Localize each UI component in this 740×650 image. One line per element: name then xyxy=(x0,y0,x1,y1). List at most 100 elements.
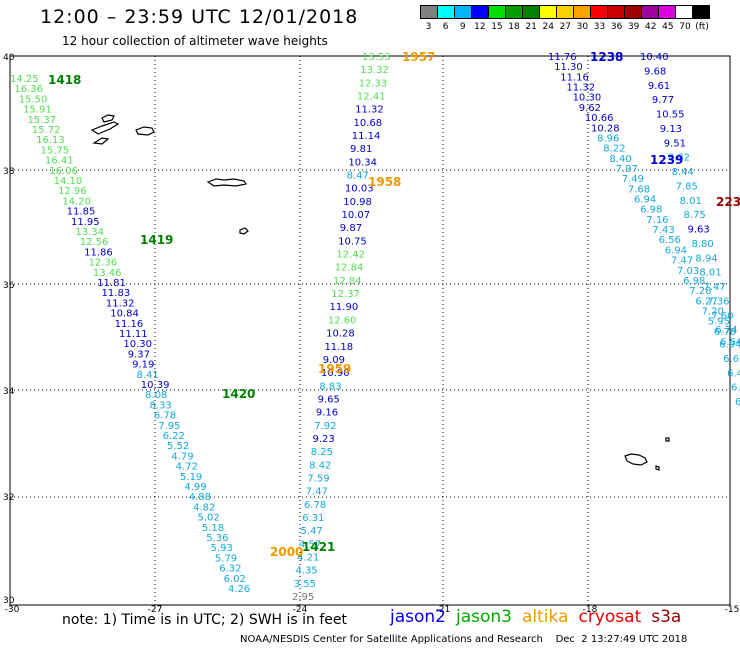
wave-height-value: 10.90 xyxy=(321,368,350,379)
wave-height-value: 2.95 xyxy=(292,592,314,603)
wave-height-value: 4.82 xyxy=(193,502,215,513)
wave-height-value: 6.74 xyxy=(715,325,737,336)
wave-height-value: 9.62 xyxy=(579,103,601,114)
map-title: 12:00 – 23:59 UTC 12/01/2018 xyxy=(40,6,359,28)
island-outline xyxy=(92,137,110,145)
wave-height-value: 16.06 xyxy=(49,166,78,177)
wave-height-value: 14.20 xyxy=(62,196,91,207)
footer-note: note: 1) Time is in UTC; 2) SWH is in fe… xyxy=(62,612,348,628)
wave-height-value: 8.83 xyxy=(319,381,341,392)
wave-height-value: 5.95 xyxy=(708,317,730,328)
wave-height-value: 13.34 xyxy=(75,227,104,238)
satellite-legend: jason2 jason3 altika cryosat s3a xyxy=(390,607,691,627)
wave-height-value: 8.01 xyxy=(680,196,702,207)
wave-height-value: 9.61 xyxy=(648,81,670,92)
wave-height-value: 13.53 xyxy=(362,52,391,63)
lat-tick-label: 32 xyxy=(3,493,14,503)
legend-label: 3 xyxy=(425,22,432,32)
wave-height-value: 7.49 xyxy=(622,174,644,185)
wave-height-value: 6.19 xyxy=(731,383,740,394)
wave-height-value: 4.72 xyxy=(176,462,198,473)
satellite-label: jason2 xyxy=(390,607,446,627)
wave-height-value: 9.81 xyxy=(350,144,372,155)
wave-height-value: 4.79 xyxy=(171,451,193,462)
wave-height-value: 9.19 xyxy=(132,360,154,371)
wave-height-value: 4.99 xyxy=(184,482,206,493)
wave-height-value: 15.50 xyxy=(19,94,48,105)
legend-label: 30 xyxy=(576,22,589,32)
wave-height-value: 8.47 xyxy=(347,171,369,182)
wave-height-value: 8.22 xyxy=(603,144,625,155)
pass-time-label: 1421 xyxy=(302,540,335,554)
legend-label: 18 xyxy=(508,22,520,32)
wave-height-value: 6.98 xyxy=(683,276,705,287)
lon-tick-label: -30 xyxy=(5,605,20,615)
island-outline xyxy=(239,227,249,235)
wave-height-value: 8.40 xyxy=(609,154,631,165)
wave-height-value: 12.60 xyxy=(328,315,357,326)
wave-height-value: 10.07 xyxy=(342,210,371,221)
wave-height-value: 6.66 xyxy=(723,354,740,365)
wave-height-value: 7.28 xyxy=(689,286,711,297)
wave-height-value: 6.64 xyxy=(720,337,740,348)
credit-line: NOAA/NESDIS Center for Satellite Applica… xyxy=(240,634,688,645)
wave-height-value: 7.43 xyxy=(652,225,674,236)
legend-label: 70 xyxy=(679,22,691,32)
wave-height-value: 8.94 xyxy=(695,253,717,264)
wave-height-value: 11.11 xyxy=(119,329,148,340)
wave-height-value: 6.94 xyxy=(665,245,687,256)
color-legend xyxy=(420,5,710,19)
legend-swatch xyxy=(692,5,710,19)
wave-height-value: 6.94 xyxy=(719,340,740,351)
legend-label: 39 xyxy=(627,22,640,32)
wave-height-value: 15.91 xyxy=(23,105,52,116)
wave-height-value: 10.75 xyxy=(338,236,367,247)
legend-label: 45 xyxy=(662,22,674,32)
wave-height-value: 11.16 xyxy=(560,72,589,83)
pass-time-label: 1420 xyxy=(222,387,255,401)
island-outline xyxy=(206,178,247,187)
wave-height-value: 6.78 xyxy=(714,327,736,338)
lon-tick-label: -15 xyxy=(725,605,740,615)
wave-height-value: 5.47 xyxy=(301,526,323,537)
legend-label: 12 xyxy=(474,22,486,32)
wave-height-value: 9.63 xyxy=(688,225,710,236)
wave-height-value: 14.25 xyxy=(10,74,39,85)
pass-time-label: 223 xyxy=(716,195,740,209)
wave-height-value: 4.26 xyxy=(228,584,250,595)
wave-height-value: 9.87 xyxy=(340,223,362,234)
wave-height-value: 11.14 xyxy=(352,131,381,142)
wave-height-value: 12.84 xyxy=(335,263,364,274)
wave-height-value: 7.47 xyxy=(306,487,328,498)
legend-label: 21 xyxy=(525,22,537,32)
wave-height-value: 7.92 xyxy=(314,421,336,432)
wave-height-value: 3.55 xyxy=(294,579,316,590)
satellite-label: s3a xyxy=(651,607,682,627)
legend-label: (ft) xyxy=(695,22,709,32)
wave-height-value: 8.80 xyxy=(691,239,713,250)
wave-height-value: 8.82 xyxy=(668,153,690,164)
wave-height-value: 10.40 xyxy=(640,52,669,63)
legend-label: 36 xyxy=(610,22,623,32)
island-outline xyxy=(624,453,648,466)
wave-height-value: 10.03 xyxy=(345,184,374,195)
island-outline xyxy=(665,437,670,442)
wave-height-value: 10.34 xyxy=(348,157,377,168)
wave-height-value: 10.66 xyxy=(585,113,614,124)
lat-tick-label: 40 xyxy=(3,53,15,63)
wave-height-value: 12.96 xyxy=(58,186,87,197)
wave-height-value: 6.78 xyxy=(154,411,176,422)
wave-height-value: 5.79 xyxy=(215,553,237,564)
satellite-label: altika xyxy=(522,607,569,627)
wave-height-value: 11.83 xyxy=(102,288,131,299)
wave-height-value: 6.02 xyxy=(224,574,246,585)
wave-height-value: 11.81 xyxy=(97,278,126,289)
wave-height-value: 7.85 xyxy=(676,181,698,192)
wave-height-value: 9.13 xyxy=(660,124,682,135)
wave-height-value: 11.86 xyxy=(84,247,113,258)
lat-tick-label: 30 xyxy=(3,596,15,606)
island-outline xyxy=(135,126,155,136)
wave-height-value: 10.55 xyxy=(656,110,685,121)
wave-height-value: 5.93 xyxy=(211,543,233,554)
